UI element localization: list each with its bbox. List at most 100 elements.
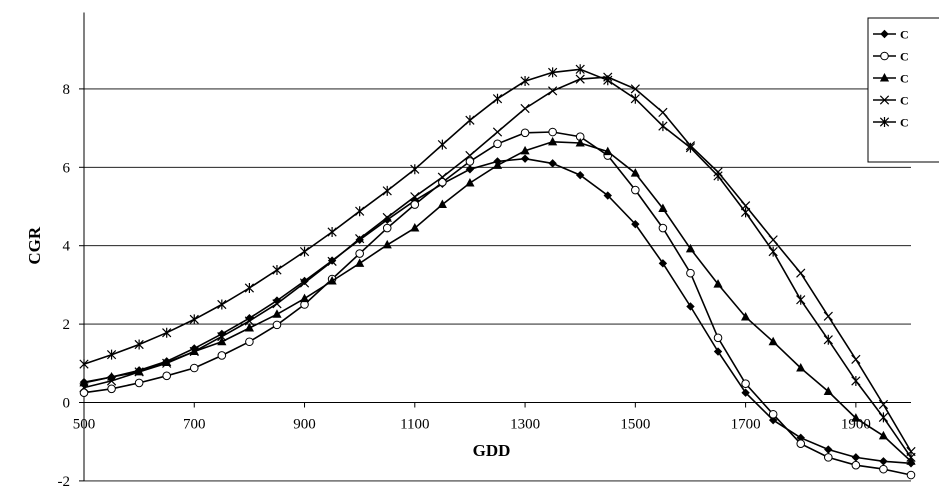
data-point bbox=[493, 139, 502, 149]
data-point bbox=[741, 312, 751, 321]
series-5 bbox=[79, 64, 916, 463]
data-point bbox=[244, 323, 254, 332]
data-point bbox=[768, 409, 778, 419]
x-tick-label: 1900 bbox=[841, 417, 871, 433]
series-line bbox=[83, 140, 912, 462]
legend-label: C bbox=[900, 94, 909, 108]
data-point bbox=[327, 275, 337, 285]
y-tick-label: 6 bbox=[63, 160, 71, 176]
data-point bbox=[685, 243, 696, 253]
data-point bbox=[686, 268, 695, 278]
data-point bbox=[162, 327, 172, 338]
data-point bbox=[851, 354, 861, 365]
data-point bbox=[382, 212, 392, 223]
data-point bbox=[741, 379, 750, 388]
series-line bbox=[83, 76, 912, 452]
data-point bbox=[878, 412, 889, 423]
data-point bbox=[630, 168, 640, 177]
data-point bbox=[189, 363, 199, 373]
data-point bbox=[437, 172, 447, 182]
data-point bbox=[878, 430, 889, 440]
data-point bbox=[217, 336, 227, 346]
data-point bbox=[768, 415, 778, 425]
data-point bbox=[879, 464, 888, 474]
data-point bbox=[630, 84, 640, 94]
data-point bbox=[79, 377, 89, 387]
data-point bbox=[299, 293, 310, 303]
data-point bbox=[382, 239, 392, 249]
data-point bbox=[630, 93, 640, 104]
data-point bbox=[244, 283, 255, 294]
data-point bbox=[244, 316, 255, 326]
data-point bbox=[768, 336, 778, 346]
data-point bbox=[520, 103, 530, 114]
tick-labels: -2 0 2 4 6 8 500 700 900 1100 1300 1500 1700 1900 bbox=[58, 82, 871, 486]
data-point bbox=[796, 433, 805, 442]
x-tick-label: 500 bbox=[73, 417, 96, 433]
y-tick-label: 0 bbox=[63, 396, 71, 412]
data-point bbox=[106, 376, 117, 386]
data-point bbox=[437, 199, 447, 209]
data-point bbox=[410, 200, 420, 209]
data-point bbox=[796, 439, 806, 448]
data-point bbox=[492, 160, 503, 169]
legend-marker bbox=[879, 73, 890, 82]
legend-label: C bbox=[900, 50, 909, 64]
y-axis-title: CGR bbox=[25, 226, 44, 265]
data-point bbox=[465, 177, 475, 187]
gridlines bbox=[84, 88, 911, 482]
data-point bbox=[796, 363, 806, 372]
data-point bbox=[410, 192, 420, 202]
data-point bbox=[217, 351, 227, 360]
data-point bbox=[465, 115, 475, 126]
data-point bbox=[575, 137, 585, 147]
data-point bbox=[410, 223, 420, 232]
legend-entry: C bbox=[873, 72, 909, 86]
y-tick-label: 4 bbox=[63, 239, 71, 255]
data-point bbox=[851, 453, 861, 462]
data-point bbox=[300, 276, 309, 286]
data-point bbox=[824, 445, 833, 454]
data-point bbox=[327, 226, 337, 237]
data-point bbox=[823, 334, 833, 345]
data-point bbox=[189, 314, 199, 325]
data-point bbox=[410, 164, 420, 175]
y-tick-label: 8 bbox=[63, 82, 71, 98]
legend-label: C bbox=[900, 28, 909, 42]
data-point bbox=[272, 309, 282, 318]
data-point bbox=[631, 185, 640, 195]
data-point bbox=[79, 382, 89, 393]
data-point bbox=[603, 146, 613, 156]
data-point bbox=[382, 185, 392, 196]
data-point bbox=[465, 157, 475, 166]
data-point bbox=[576, 170, 585, 180]
data-point bbox=[520, 154, 530, 163]
data-point bbox=[383, 215, 392, 225]
data-point bbox=[299, 278, 310, 288]
x-axis-title: GDD bbox=[473, 441, 511, 460]
data-point bbox=[520, 76, 530, 87]
series-4 bbox=[79, 72, 916, 457]
data-point bbox=[603, 191, 612, 200]
data-point bbox=[823, 386, 833, 396]
data-point bbox=[79, 388, 89, 398]
data-point bbox=[272, 265, 282, 276]
data-point bbox=[134, 378, 144, 388]
data-point bbox=[768, 246, 778, 257]
data-point bbox=[438, 177, 447, 187]
y-tick-label: -2 bbox=[58, 474, 71, 486]
data-point bbox=[327, 256, 337, 267]
series-group bbox=[79, 64, 916, 480]
data-point bbox=[851, 460, 861, 470]
data-point bbox=[355, 206, 365, 217]
data-point bbox=[796, 268, 806, 278]
data-point bbox=[107, 384, 116, 394]
legend-label: C bbox=[900, 72, 909, 86]
data-point bbox=[437, 139, 447, 150]
series-line bbox=[83, 68, 912, 458]
data-point bbox=[603, 75, 613, 86]
series-2 bbox=[79, 127, 916, 480]
data-point bbox=[685, 142, 696, 153]
